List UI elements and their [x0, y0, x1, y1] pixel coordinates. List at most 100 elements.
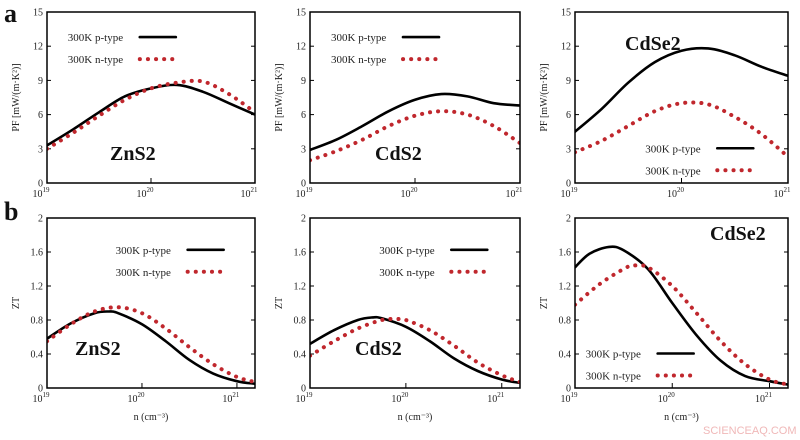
y-tick-label: 12	[296, 42, 306, 53]
y-tick-label: 3	[301, 144, 306, 155]
subplot-ZnS2-zt: 0 0.4 0.8 1.2 1.6 2 1019 1020 1021 300K p-type 300…	[11, 214, 256, 423]
x-tick-label: 1020	[401, 186, 419, 200]
y-axis-label: ZT	[11, 297, 22, 309]
y-tick-label: 0	[566, 384, 571, 395]
legend-label: 300K p-type	[116, 245, 171, 257]
legend-label: 300K p-type	[379, 245, 434, 257]
series-line-n-type	[310, 316, 520, 385]
series-line-n-type	[575, 100, 788, 159]
y-tick-label: 0.4	[559, 350, 572, 361]
series-group	[310, 315, 520, 385]
y-tick-label: 1.6	[559, 248, 572, 259]
x-tick-label: 1019	[296, 391, 314, 405]
series-group	[47, 305, 255, 386]
x-tick-label: 1019	[561, 391, 579, 405]
series-line-n-type	[575, 263, 788, 387]
y-tick-label: 0	[301, 384, 306, 395]
series-line-p-type	[310, 92, 520, 152]
y-tick-label: 3	[38, 144, 43, 155]
y-tick-label: 9	[301, 76, 306, 87]
legend-label: 300K n-type	[68, 54, 123, 66]
series-line-n-type	[47, 78, 255, 151]
y-axis-label: PF [mW/(m·K²)]	[539, 63, 550, 131]
legend-label: 300K n-type	[331, 54, 386, 66]
subplot-CdS2-zt: 0 0.4 0.8 1.2 1.6 2 1019 1020 1021 300K p-type 300…	[274, 214, 521, 423]
legend-label: 300K n-type	[586, 371, 641, 383]
subplot-CdSe2-pf: 0 3 6 9 12 15 1019 1020 1021 300K p-type 300K n-ty…	[539, 8, 791, 201]
x-tick-label: 1021	[222, 391, 240, 405]
y-tick-label: 1.6	[294, 248, 307, 259]
y-tick-label: 0	[38, 384, 43, 395]
series-line-p-type	[47, 83, 255, 147]
x-axis-label: n (cm⁻³)	[664, 412, 699, 423]
series-line-p-type	[310, 315, 520, 385]
x-tick-label: 1021	[774, 186, 792, 200]
y-tick-label: 6	[566, 110, 571, 121]
panel-label-b: b	[4, 197, 18, 226]
y-tick-label: 1.6	[31, 248, 44, 259]
y-axis-label: PF [mW/(m·K²)]	[274, 63, 285, 131]
panel-label-a: a	[4, 0, 17, 28]
series-line-n-type	[310, 109, 520, 163]
legend-label: 300K n-type	[379, 267, 434, 279]
y-tick-label: 15	[296, 8, 306, 19]
y-tick-label: 2	[38, 214, 43, 225]
y-tick-label: 12	[561, 42, 571, 53]
plot-frame	[46, 217, 256, 389]
subplot-ZnS2-pf: 0 3 6 9 12 15 1019 1020 1021 300K p-type 300K n-ty…	[11, 8, 258, 201]
x-tick-label: 1020	[658, 391, 676, 405]
y-tick-label: 1.2	[559, 282, 572, 293]
x-axis-label: n (cm⁻³)	[134, 412, 169, 423]
legend-label: 300K p-type	[331, 32, 386, 44]
material-label: CdSe2	[710, 223, 766, 245]
x-tick-label: 1021	[241, 186, 259, 200]
x-tick-label: 1021	[506, 186, 524, 200]
y-axis-label: ZT	[539, 297, 550, 309]
x-tick-label: 1021	[487, 391, 505, 405]
y-tick-label: 15	[33, 8, 43, 19]
y-tick-label: 0	[38, 179, 43, 190]
y-tick-label: 0.8	[559, 316, 572, 327]
y-tick-label: 0	[301, 179, 306, 190]
y-tick-label: 0	[566, 179, 571, 190]
x-tick-label: 1019	[33, 186, 51, 200]
y-tick-label: 0.8	[31, 316, 44, 327]
plot-frame	[574, 217, 789, 389]
y-tick-label: 6	[38, 110, 43, 121]
y-tick-label: 0.4	[294, 350, 307, 361]
x-tick-label: 1020	[137, 186, 155, 200]
material-label: CdS2	[355, 338, 402, 360]
y-tick-label: 1.2	[31, 282, 44, 293]
plot-frame	[309, 11, 521, 184]
legend-label: 300K n-type	[645, 165, 700, 177]
material-label: CdSe2	[625, 33, 681, 55]
y-tick-label: 2	[566, 214, 571, 225]
plot-frame	[46, 11, 256, 184]
legend-label: 300K n-type	[116, 267, 171, 279]
plot-frame	[309, 217, 521, 389]
y-tick-label: 1.2	[294, 282, 307, 293]
material-label: ZnS2	[75, 338, 121, 360]
x-axis-label: n (cm⁻³)	[398, 412, 433, 423]
series-group	[575, 46, 788, 159]
y-tick-label: 0.4	[31, 350, 44, 361]
y-tick-label: 9	[566, 76, 571, 87]
legend-label: 300K p-type	[586, 349, 641, 361]
subplot-CdSe2-zt: 0 0.4 0.8 1.2 1.6 2 1019 1020 1021 300K p-type 300…	[539, 214, 789, 423]
y-tick-label: 3	[566, 144, 571, 155]
x-tick-label: 1019	[296, 186, 314, 200]
y-axis-label: PF [mW/(m·K²)]	[11, 63, 22, 131]
y-tick-label: 6	[301, 110, 306, 121]
series-group	[47, 78, 255, 151]
x-tick-label: 1020	[667, 186, 685, 200]
x-tick-label: 1019	[33, 391, 51, 405]
y-tick-label: 15	[561, 8, 571, 19]
legend-label: 300K p-type	[68, 32, 123, 44]
material-label: ZnS2	[110, 143, 156, 165]
watermark: SCIENCEAQ.COM	[703, 425, 797, 437]
y-tick-label: 2	[301, 214, 306, 225]
series-line-p-type	[575, 245, 788, 386]
subplot-CdS2-pf: 0 3 6 9 12 15 1019 1020 1021 300K p-type 300K n-ty…	[274, 8, 523, 201]
